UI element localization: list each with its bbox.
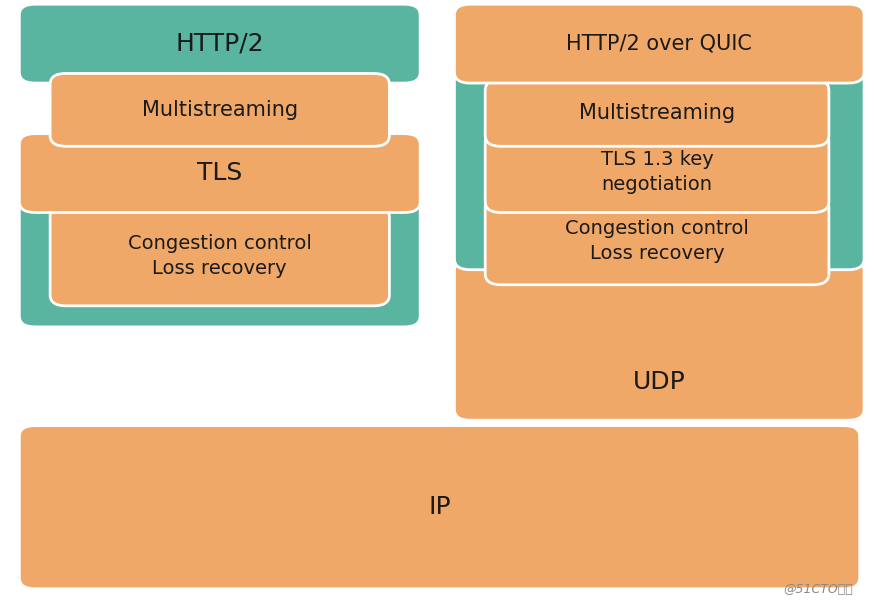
FancyBboxPatch shape [19,4,420,83]
FancyBboxPatch shape [485,197,828,285]
FancyBboxPatch shape [19,140,420,327]
Text: TLS: TLS [197,161,242,185]
Text: Congestion control
Loss recovery: Congestion control Loss recovery [127,234,312,278]
FancyBboxPatch shape [19,134,420,213]
Text: TLS 1.3 key
negotiation: TLS 1.3 key negotiation [600,149,713,194]
FancyBboxPatch shape [19,426,859,589]
Text: Multistreaming: Multistreaming [141,100,298,120]
Text: Congestion control
Loss recovery: Congestion control Loss recovery [565,219,748,263]
Text: IP: IP [428,495,450,519]
Text: @51CTO博客: @51CTO博客 [782,583,852,596]
Text: HTTP/2 over QUIC: HTTP/2 over QUIC [565,34,752,54]
Text: TCP: TCP [197,277,242,301]
Text: UDP: UDP [632,370,685,394]
Text: HTTP/2: HTTP/2 [176,32,263,55]
FancyBboxPatch shape [454,260,863,420]
FancyBboxPatch shape [454,70,863,270]
FancyBboxPatch shape [454,4,863,83]
FancyBboxPatch shape [485,79,828,146]
Text: QUIC: QUIC [627,96,690,120]
FancyBboxPatch shape [50,206,389,306]
FancyBboxPatch shape [50,73,389,146]
FancyBboxPatch shape [485,131,828,213]
Text: Multistreaming: Multistreaming [579,103,734,123]
